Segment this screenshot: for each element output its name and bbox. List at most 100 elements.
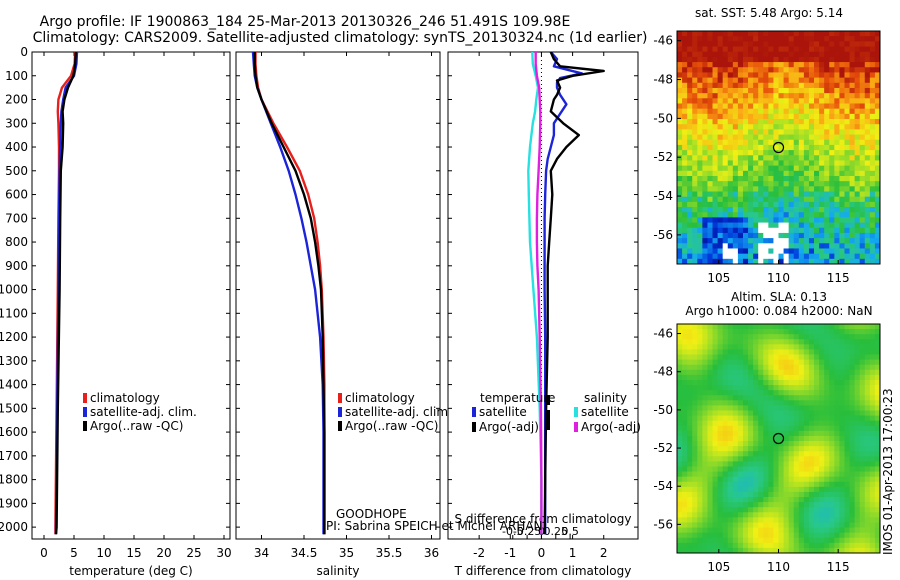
series-line-3	[54, 51, 77, 535]
y-tick-label: 1900	[0, 496, 28, 510]
map-y-tick-label: -50	[653, 111, 673, 125]
legend-label: satellite	[479, 405, 527, 419]
y-tick-label: 400	[5, 140, 28, 154]
legend-swatch	[338, 407, 342, 417]
y-tick-label: 100	[5, 69, 28, 83]
legend-label: satellite-adj. clim.	[345, 405, 452, 419]
y-tick-label: 1100	[0, 306, 28, 320]
x-tick-label: 34.5	[291, 546, 318, 560]
map-cells	[677, 31, 881, 265]
sla-map-title-line2: Argo h1000: 0.084 h2000: NaN	[685, 304, 872, 318]
legend-label: Argo(-adj)	[479, 420, 539, 434]
y-tick-label: 900	[5, 259, 28, 273]
y-tick-label: 1800	[0, 473, 28, 487]
float-note-line2: PI: Sabrina SPEICH et Michel ARHAN	[326, 519, 543, 533]
map-x-tick-label: 115	[827, 271, 850, 285]
map-y-tick-label: -46	[653, 327, 673, 341]
y-tick-label: 1300	[0, 354, 28, 368]
y-tick-label: 1700	[0, 449, 28, 463]
x-tick-label: 36	[424, 546, 439, 560]
x-tick-label: 0	[538, 546, 546, 560]
y-tick-label: 200	[5, 93, 28, 107]
plot-frame	[447, 51, 639, 540]
map-y-tick-label: -50	[653, 403, 673, 417]
x-tick-label: 0	[40, 546, 48, 560]
x-tick-label: 2	[600, 546, 608, 560]
legend-swatch	[83, 421, 87, 431]
legend-label: Argo(..raw -QC)	[90, 419, 183, 433]
x-tick-label: 35	[339, 546, 354, 560]
map-cells	[677, 324, 881, 554]
map-y-tick-label: -52	[653, 441, 673, 455]
y-tick-label: 500	[5, 164, 28, 178]
legend-swatch	[574, 407, 578, 417]
map-y-tick-label: -52	[653, 150, 673, 164]
map-x-tick-label: 105	[707, 560, 730, 574]
y-tick-label: 600	[5, 188, 28, 202]
plot-frame	[31, 51, 231, 540]
x-tick-label: 35.5	[376, 546, 403, 560]
y-tick-label: 1400	[0, 378, 28, 392]
series-line-2	[543, 51, 605, 535]
legend-label: Argo(-adj)	[581, 420, 641, 434]
map-x-tick-label: 115	[827, 560, 850, 574]
series-line-4	[534, 52, 543, 535]
temperature-panel: 0100200300400500600700800900100011001200…	[0, 45, 232, 578]
legend-swatch	[83, 407, 87, 417]
x-axis-label: salinity	[316, 564, 359, 578]
x-tick-label: 25	[186, 546, 201, 560]
legend-swatch	[574, 422, 578, 432]
s-tick-label: 0.5	[561, 525, 579, 538]
x-tick-label: 1	[569, 546, 577, 560]
x-tick-label: 5	[70, 546, 78, 560]
legend-swatch	[472, 407, 476, 417]
x-tick-label: 20	[156, 546, 171, 560]
legend-label: satellite-adj. clim.	[90, 405, 197, 419]
argo-position-marker	[772, 432, 785, 445]
legend-label: Argo(..raw -QC)	[345, 419, 438, 433]
legend-label: climatology	[345, 391, 415, 405]
sla-map-title-line1: Altim. SLA: 0.13	[731, 290, 827, 304]
y-tick-label: 1600	[0, 425, 28, 439]
y-tick-label: 800	[5, 235, 28, 249]
x-tick-label: 34	[254, 546, 269, 560]
y-tick-label: 1000	[0, 283, 28, 297]
y-tick-label: 2000	[0, 520, 28, 534]
map-y-tick-label: -46	[653, 34, 673, 48]
x-axis-label: T difference from climatology	[454, 564, 632, 578]
x-tick-label: 15	[126, 546, 141, 560]
legend-swatch	[338, 393, 342, 403]
s-tick-label: -0.25	[513, 525, 541, 538]
difference-panel: -2 -1 0 1 2 T difference from climatology -0.5…	[447, 51, 641, 578]
legend-swatch	[546, 395, 550, 405]
legend-label: climatology	[90, 391, 160, 405]
argo-position-marker	[772, 141, 785, 154]
map-y-tick-label: -48	[653, 365, 673, 379]
y-tick-label: 0	[20, 45, 28, 59]
legend-swatch	[546, 410, 550, 430]
plot-frame	[235, 51, 441, 540]
map-y-tick-label: -56	[653, 228, 673, 242]
x-axis-label: temperature (deg C)	[69, 564, 192, 578]
side-timestamp: IMOS 01-Apr-2013 17:00:23	[881, 388, 895, 555]
top-axis-label: S difference from climatology	[455, 512, 632, 526]
float-note-line1: GOODHOPE	[336, 507, 407, 521]
x-tick-label: 30	[216, 546, 231, 560]
y-tick-label: 1200	[0, 330, 28, 344]
x-tick-label: -2	[473, 546, 485, 560]
legend-title-salinity: salinity	[584, 391, 627, 405]
legend-title-temperature: temperature	[480, 391, 555, 405]
y-tick-label: 300	[5, 116, 28, 130]
sst-map-title: sat. SST: 5.48 Argo: 5.14	[695, 6, 843, 20]
map-y-tick-label: -48	[653, 73, 673, 87]
legend-label: satellite	[581, 405, 629, 419]
x-tick-label: -1	[504, 546, 516, 560]
map-y-tick-label: -54	[653, 479, 673, 493]
map-x-tick-label: 105	[707, 271, 730, 285]
header-line1: Argo profile: IF 1900863_184 25-Mar-2013…	[40, 14, 571, 30]
salinity-panel: 34 34.5 35 35.5 36 salinity climatologysatelli…	[235, 51, 452, 578]
legend-swatch	[83, 393, 87, 403]
y-tick-label: 1500	[0, 401, 28, 415]
s-tick-label: 0.25	[544, 525, 569, 538]
